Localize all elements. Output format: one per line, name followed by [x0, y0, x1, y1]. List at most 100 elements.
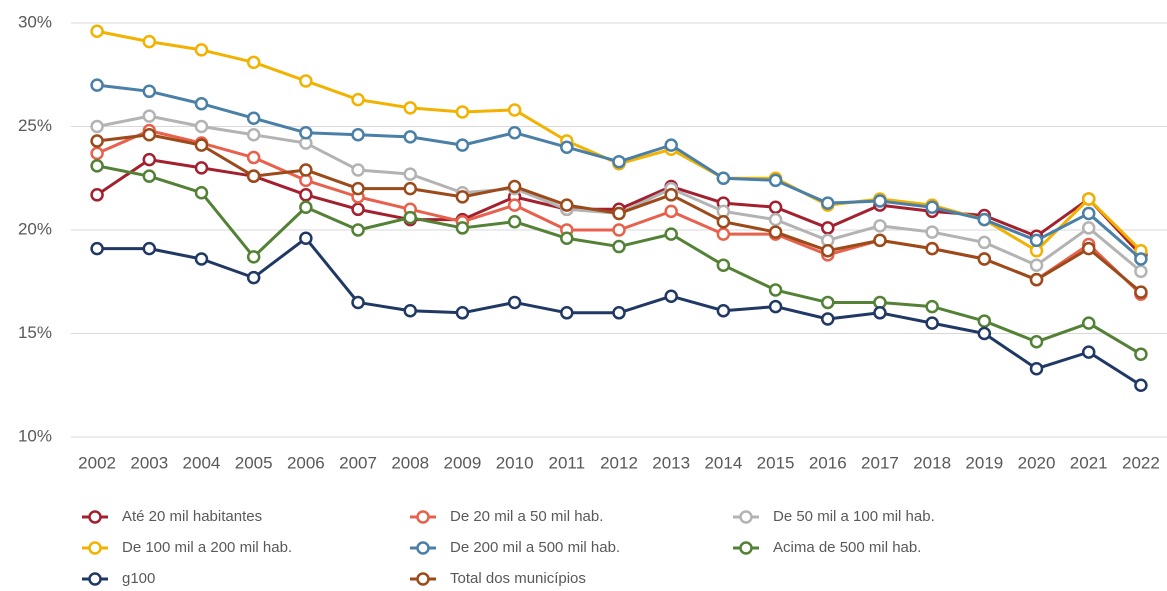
x-tick-label: 2007	[339, 453, 377, 472]
data-point	[507, 103, 522, 117]
legend-label: De 50 mil a 100 mil hab.	[773, 508, 935, 525]
data-point	[194, 96, 209, 111]
data-point	[299, 200, 313, 214]
data-point	[873, 219, 887, 233]
x-tick-label: 2004	[183, 453, 221, 472]
legend-label: Total dos municípios	[450, 570, 586, 587]
data-point	[403, 101, 417, 115]
legend-label: g100	[122, 570, 155, 587]
data-point	[1134, 285, 1148, 299]
data-point	[403, 130, 417, 144]
legend-marker	[739, 541, 753, 555]
x-tick-label: 2012	[600, 453, 638, 472]
data-point	[612, 223, 626, 237]
data-point	[925, 316, 939, 330]
x-tick-label: 2006	[287, 453, 325, 472]
y-tick-label: 10%	[18, 426, 52, 445]
data-point	[1081, 206, 1096, 221]
data-point	[1029, 361, 1044, 376]
data-point	[403, 303, 417, 318]
data-point	[507, 198, 522, 212]
data-point	[1134, 347, 1148, 361]
data-point	[925, 241, 939, 256]
data-point	[194, 161, 209, 175]
data-point	[612, 306, 626, 320]
data-point	[246, 250, 261, 264]
data-point	[351, 128, 365, 142]
legend-marker	[416, 572, 430, 586]
legend-marker	[739, 510, 753, 524]
data-point	[455, 105, 470, 119]
data-point	[560, 140, 574, 154]
data-point	[977, 326, 992, 341]
data-point	[873, 233, 887, 248]
data-point	[560, 198, 574, 212]
data-point	[194, 138, 209, 152]
data-point	[612, 239, 626, 254]
x-tick-label: 2016	[809, 453, 847, 472]
y-tick-label: 30%	[18, 12, 52, 31]
data-point	[507, 214, 522, 229]
data-point	[1029, 258, 1044, 272]
y-tick-label: 20%	[18, 219, 52, 238]
data-point	[351, 92, 365, 107]
data-point	[925, 225, 939, 239]
x-tick-label: 2003	[130, 453, 168, 472]
data-point	[925, 299, 939, 314]
legend-marker	[88, 541, 102, 555]
data-point	[612, 206, 626, 221]
x-tick-label: 2008	[391, 453, 429, 472]
data-point	[821, 196, 835, 210]
data-point	[1081, 345, 1096, 359]
x-tick-label: 2022	[1122, 453, 1160, 472]
data-point	[194, 185, 209, 200]
x-tick-label: 2009	[444, 453, 482, 472]
data-point	[1081, 316, 1096, 330]
data-point	[560, 306, 574, 320]
data-point	[977, 252, 992, 266]
x-tick-label: 2015	[757, 453, 795, 472]
data-point	[716, 227, 731, 241]
data-point	[612, 154, 626, 169]
legend-marker	[416, 541, 430, 555]
data-point	[1081, 241, 1096, 256]
data-point	[351, 181, 365, 196]
data-point	[90, 188, 104, 202]
x-tick-label: 2011	[549, 453, 586, 472]
data-point	[351, 163, 365, 177]
x-tick-label: 2014	[704, 453, 742, 472]
data-point	[1134, 378, 1148, 392]
legend-marker	[88, 572, 102, 586]
legend-marker	[416, 510, 430, 524]
data-point	[403, 210, 417, 225]
data-point	[90, 134, 104, 148]
data-point	[455, 190, 470, 204]
data-point	[768, 225, 783, 239]
legend-label: Acima de 500 mil hab.	[773, 539, 921, 556]
legend-label: De 20 mil a 50 mil hab.	[450, 508, 603, 525]
data-point	[194, 119, 209, 134]
data-point	[716, 214, 731, 229]
data-point	[1029, 335, 1044, 349]
data-point	[142, 152, 157, 167]
data-point	[142, 169, 157, 183]
data-point	[90, 24, 104, 39]
data-point	[351, 202, 365, 217]
data-point	[768, 212, 783, 227]
data-point	[351, 295, 365, 310]
data-point	[1081, 221, 1096, 235]
data-point	[821, 243, 835, 258]
data-point	[507, 179, 522, 194]
data-point	[299, 231, 313, 246]
data-point	[664, 289, 678, 303]
data-point	[246, 169, 261, 183]
data-point	[821, 312, 835, 326]
y-tick-label: 25%	[18, 116, 52, 135]
x-tick-label: 2010	[496, 453, 534, 472]
data-point	[142, 34, 157, 49]
data-point	[768, 299, 783, 314]
legend: Até 20 mil habitantes De 20 mil a 50 mil …	[82, 508, 935, 587]
data-point	[299, 125, 313, 140]
x-tick-label: 2020	[1018, 453, 1056, 472]
